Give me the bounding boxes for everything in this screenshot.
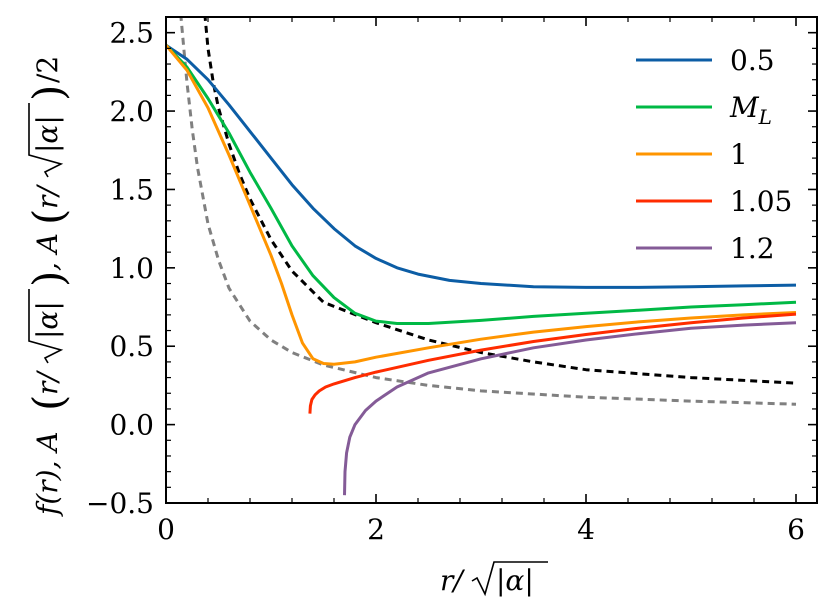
y-axis-label: f(r), A ( r/ |α| ) , A ( r/ |α| ) /2 [24, 56, 73, 517]
series-line-5 [203, 17, 797, 385]
y-label-part-7: /2 [31, 56, 64, 83]
tick-layer: 0 2 4 6 −0.5 0.0 0.5 1.0 1.5 2.0 2.5 [86, 16, 817, 546]
legend-label-subscript: L [758, 105, 772, 129]
legend-label: ML [729, 91, 772, 129]
y-tick-label: 0.5 [109, 330, 154, 363]
x-axis-label-prefix: r/ [440, 564, 465, 597]
series-line-1 [166, 44, 797, 325]
y-label-part-3: |α| [31, 301, 64, 339]
y-label-part-6: |α| [31, 115, 64, 153]
y-tick-label: 2.5 [109, 17, 154, 50]
x-tick-label: 4 [577, 513, 595, 546]
y-tick-label: 1.0 [109, 252, 154, 285]
series-line-0 [166, 43, 797, 289]
x-tick-label: 6 [787, 513, 805, 546]
series-line-2 [166, 44, 797, 366]
y-label-part-1: f(r), A [31, 431, 64, 517]
y-tick-label: −0.5 [86, 487, 154, 520]
series-line-3 [308, 312, 797, 414]
y-label-part-4: , A [31, 233, 64, 271]
y-label-lparen-2: ( [24, 209, 73, 225]
plot-frame [165, 16, 818, 504]
y-tick-label: 2.0 [109, 95, 154, 128]
y-label-rparen-2: ) [24, 85, 73, 101]
y-label-part-2: r/ [31, 370, 64, 395]
series-line-6 [179, 17, 797, 406]
legend-label: 1.05 [730, 185, 792, 218]
y-tick-label: 1.5 [109, 173, 154, 206]
legend: 0.5 ML 1 1.05 1.2 [636, 44, 792, 265]
x-axis-label: r/ |α| [440, 561, 548, 597]
legend-label: 1 [730, 138, 748, 171]
x-tick-label: 0 [157, 513, 175, 546]
series-line-4 [343, 321, 797, 496]
y-label-part-5: r/ [31, 184, 64, 209]
x-tick-label: 2 [367, 513, 385, 546]
y-tick-label: 0.0 [109, 409, 154, 442]
y-label-rparen-1: ) [24, 271, 73, 287]
legend-label: 0.5 [730, 44, 775, 77]
legend-label: 1.2 [730, 232, 775, 265]
series-layer [166, 17, 797, 496]
y-label-lparen-1: ( [24, 395, 73, 411]
x-axis-label-radicand: |α| [496, 564, 534, 597]
